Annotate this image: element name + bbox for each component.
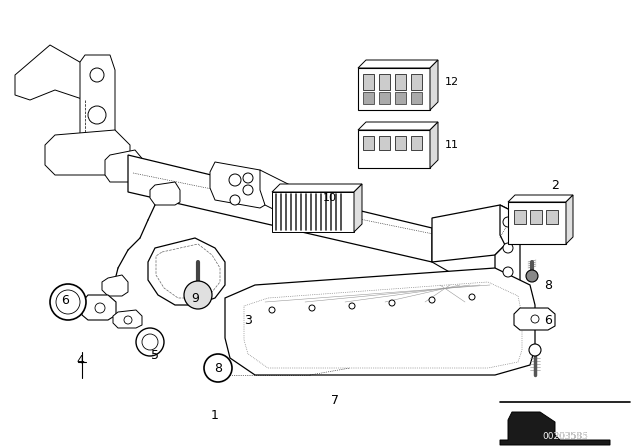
Polygon shape bbox=[430, 60, 438, 110]
Bar bbox=[272, 192, 354, 232]
Circle shape bbox=[136, 328, 164, 356]
Circle shape bbox=[56, 290, 80, 314]
Circle shape bbox=[204, 354, 232, 382]
Text: 11: 11 bbox=[445, 140, 459, 150]
Polygon shape bbox=[260, 170, 295, 215]
Text: 8: 8 bbox=[544, 279, 552, 292]
Circle shape bbox=[50, 284, 86, 320]
Circle shape bbox=[142, 334, 158, 350]
Bar bbox=[379, 136, 390, 150]
Text: 5: 5 bbox=[151, 349, 159, 362]
Polygon shape bbox=[128, 155, 432, 262]
Text: 4: 4 bbox=[76, 353, 84, 366]
Polygon shape bbox=[210, 162, 265, 208]
Text: 7: 7 bbox=[331, 393, 339, 406]
Circle shape bbox=[503, 217, 513, 227]
Bar bbox=[395, 92, 406, 104]
Polygon shape bbox=[354, 184, 362, 232]
Circle shape bbox=[229, 174, 241, 186]
Polygon shape bbox=[430, 122, 438, 168]
Circle shape bbox=[503, 243, 513, 253]
Polygon shape bbox=[113, 310, 142, 328]
Circle shape bbox=[88, 106, 106, 124]
Bar bbox=[379, 74, 390, 90]
Polygon shape bbox=[358, 60, 438, 68]
Polygon shape bbox=[45, 130, 130, 175]
Circle shape bbox=[526, 270, 538, 282]
Circle shape bbox=[469, 294, 475, 300]
Polygon shape bbox=[15, 45, 100, 100]
Circle shape bbox=[243, 173, 253, 183]
Polygon shape bbox=[105, 150, 145, 182]
Bar bbox=[363, 92, 374, 104]
Circle shape bbox=[243, 185, 253, 195]
Circle shape bbox=[503, 267, 513, 277]
Bar bbox=[546, 210, 558, 224]
Bar bbox=[411, 136, 422, 150]
Polygon shape bbox=[432, 205, 520, 262]
Circle shape bbox=[389, 300, 395, 306]
Polygon shape bbox=[272, 184, 362, 192]
Bar bbox=[411, 74, 422, 90]
Circle shape bbox=[531, 315, 539, 323]
Polygon shape bbox=[508, 195, 573, 202]
Bar bbox=[358, 68, 430, 110]
Bar bbox=[411, 92, 422, 104]
Circle shape bbox=[429, 297, 435, 303]
Bar bbox=[395, 136, 406, 150]
Polygon shape bbox=[514, 308, 555, 330]
Circle shape bbox=[230, 195, 240, 205]
Circle shape bbox=[95, 303, 105, 313]
Bar bbox=[530, 210, 542, 224]
Bar bbox=[379, 92, 390, 104]
Polygon shape bbox=[225, 268, 535, 375]
Polygon shape bbox=[495, 205, 520, 298]
Circle shape bbox=[124, 316, 132, 324]
Bar bbox=[363, 74, 374, 90]
Circle shape bbox=[269, 307, 275, 313]
Circle shape bbox=[184, 281, 212, 309]
Polygon shape bbox=[80, 55, 115, 158]
Polygon shape bbox=[500, 412, 610, 445]
Circle shape bbox=[309, 305, 315, 311]
Text: 6: 6 bbox=[61, 293, 69, 306]
Text: 00203585: 00203585 bbox=[542, 431, 588, 440]
Text: 12: 12 bbox=[445, 77, 459, 87]
Polygon shape bbox=[150, 182, 180, 205]
Text: 6: 6 bbox=[544, 314, 552, 327]
Text: 3: 3 bbox=[244, 314, 252, 327]
Bar bbox=[508, 202, 566, 244]
Text: 8: 8 bbox=[214, 362, 222, 375]
Bar bbox=[358, 130, 430, 168]
Text: 2: 2 bbox=[551, 178, 559, 191]
Polygon shape bbox=[148, 238, 225, 305]
Polygon shape bbox=[358, 122, 438, 130]
Bar bbox=[395, 74, 406, 90]
Text: 1: 1 bbox=[211, 409, 219, 422]
Polygon shape bbox=[82, 295, 116, 320]
Bar bbox=[363, 136, 374, 150]
Text: 10: 10 bbox=[323, 193, 337, 203]
Bar bbox=[514, 210, 526, 224]
Text: 9: 9 bbox=[191, 292, 199, 305]
Circle shape bbox=[349, 303, 355, 309]
Polygon shape bbox=[566, 195, 573, 244]
Circle shape bbox=[90, 68, 104, 82]
Polygon shape bbox=[102, 275, 128, 296]
Circle shape bbox=[529, 344, 541, 356]
Text: 00203585: 00203585 bbox=[542, 431, 588, 440]
